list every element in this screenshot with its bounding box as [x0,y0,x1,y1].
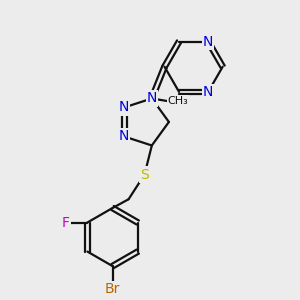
Text: F: F [61,215,70,230]
Text: N: N [119,130,129,143]
Text: N: N [203,34,213,49]
Text: CH₃: CH₃ [168,96,188,106]
Text: N: N [203,85,213,99]
Text: N: N [119,100,129,114]
Text: N: N [147,92,157,106]
Text: Br: Br [105,282,120,296]
Text: S: S [140,167,149,182]
